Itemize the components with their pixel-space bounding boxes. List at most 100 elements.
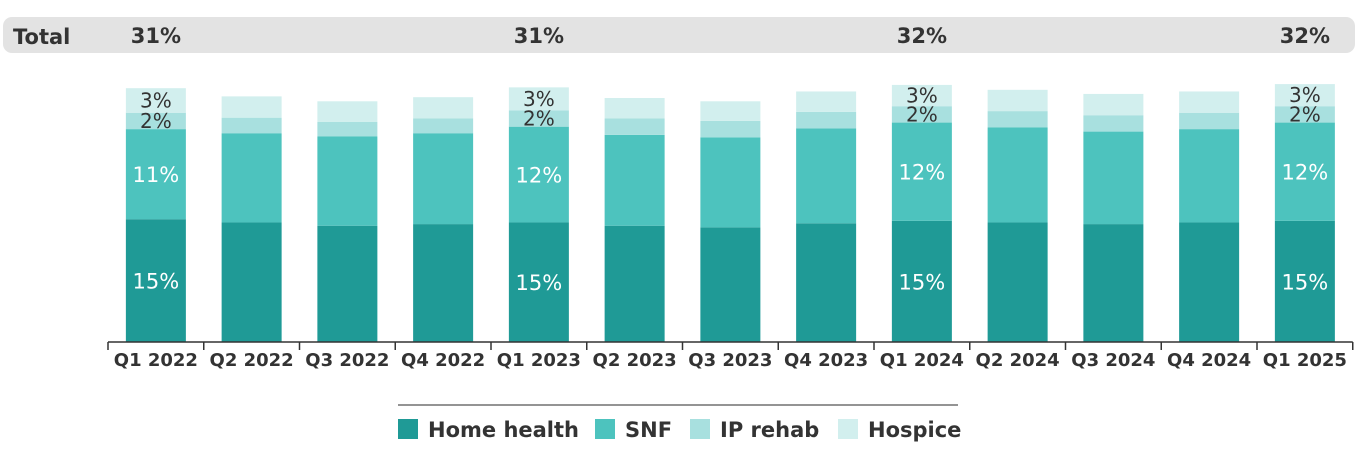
data-label-snf-q1-2025: 12% bbox=[1282, 161, 1329, 185]
bars-group bbox=[125, 84, 1335, 342]
bar-segment-snf-q2-2024 bbox=[987, 127, 1048, 223]
bar-segment-hospice-q1-2024 bbox=[891, 84, 952, 107]
data-label-home-health-q1-2022: 15% bbox=[133, 270, 180, 294]
data-label-snf-q1-2022: 11% bbox=[133, 163, 180, 187]
total-label-q1-2025: 32% bbox=[1280, 24, 1330, 48]
bar-segment-home-health-q1-2023 bbox=[508, 222, 569, 342]
bar-segment-home-health-q2-2023 bbox=[604, 225, 665, 342]
x-tick-label-q2-2024: Q2 2024 bbox=[976, 350, 1060, 371]
bar-segment-home-health-q4-2022 bbox=[413, 224, 474, 342]
legend-swatch-ip-rehab bbox=[690, 419, 710, 439]
bar-segment-home-health-q1-2022 bbox=[125, 219, 186, 342]
bar-segment-ip-rehab-q4-2024 bbox=[1179, 112, 1240, 130]
bar-segment-snf-q3-2022 bbox=[317, 136, 378, 226]
data-label-hospice-q1-2022: 3% bbox=[140, 88, 172, 112]
bar-segment-snf-q3-2024 bbox=[1083, 131, 1144, 225]
legend-label-home-health: Home health bbox=[428, 418, 579, 442]
bar-segment-home-health-q1-2024 bbox=[891, 220, 952, 342]
x-tick-label-q3-2023: Q3 2023 bbox=[688, 350, 772, 371]
total-label-q1-2023: 31% bbox=[514, 24, 564, 48]
legend-label-snf: SNF bbox=[625, 418, 672, 442]
legend-swatch-hospice bbox=[838, 419, 858, 439]
bar-segment-hospice-q4-2023 bbox=[796, 91, 857, 112]
bar-segment-ip-rehab-q3-2023 bbox=[700, 120, 761, 138]
data-label-ip-rehab-q1-2024: 2% bbox=[906, 102, 938, 126]
bar-segment-home-health-q4-2024 bbox=[1179, 222, 1240, 342]
x-tick-label-q3-2024: Q3 2024 bbox=[1071, 350, 1155, 371]
data-label-hospice-q1-2024: 3% bbox=[906, 84, 938, 108]
x-tick-label-q1-2025: Q1 2025 bbox=[1263, 350, 1347, 371]
bar-segment-snf-q1-2022 bbox=[125, 129, 186, 220]
totals-group: 31% 31% 32% 32% bbox=[131, 24, 1330, 48]
bar-segment-ip-rehab-q2-2024 bbox=[987, 111, 1048, 128]
bar-segment-ip-rehab-q4-2023 bbox=[796, 111, 857, 129]
bar-segment-home-health-q2-2024 bbox=[987, 222, 1048, 342]
bar-segment-ip-rehab-q3-2022 bbox=[317, 121, 378, 137]
bar-segment-ip-rehab-q4-2022 bbox=[413, 118, 474, 134]
bar-segment-ip-rehab-q1-2022 bbox=[125, 112, 186, 130]
data-label-ip-rehab-q1-2025: 2% bbox=[1289, 102, 1321, 126]
bar-segment-hospice-q1-2023 bbox=[508, 87, 569, 111]
total-row-band bbox=[3, 17, 1355, 53]
bar-segment-home-health-q1-2025 bbox=[1274, 220, 1335, 342]
data-label-snf-q1-2023: 12% bbox=[516, 164, 563, 188]
bar-segment-hospice-q3-2024 bbox=[1083, 93, 1144, 116]
x-tick-label-q3-2022: Q3 2022 bbox=[305, 350, 389, 371]
bar-segment-snf-q1-2024 bbox=[891, 122, 952, 221]
bar-segment-home-health-q3-2023 bbox=[700, 227, 761, 342]
bar-segment-hospice-q3-2022 bbox=[317, 101, 378, 122]
x-tick-label-q4-2022: Q4 2022 bbox=[401, 350, 485, 371]
x-tick-label-q1-2024: Q1 2024 bbox=[880, 350, 964, 371]
legend-label-hospice: Hospice bbox=[868, 418, 961, 442]
bar-segment-snf-q2-2023 bbox=[604, 134, 665, 226]
total-label-q1-2022: 31% bbox=[131, 24, 181, 48]
legend: Home health SNF IP rehab Hospice bbox=[398, 404, 961, 442]
data-label-hospice-q1-2025: 3% bbox=[1289, 83, 1321, 107]
data-label-home-health-q1-2024: 15% bbox=[899, 270, 946, 294]
bar-segment-home-health-q4-2023 bbox=[796, 223, 857, 342]
legend-swatch-home-health bbox=[398, 419, 418, 439]
data-label-home-health-q1-2025: 15% bbox=[1282, 270, 1329, 294]
bar-segment-hospice-q4-2024 bbox=[1179, 91, 1240, 113]
bar-segment-ip-rehab-q2-2022 bbox=[221, 117, 282, 134]
total-label-q1-2024: 32% bbox=[897, 24, 947, 48]
bar-segment-hospice-q2-2023 bbox=[604, 98, 665, 119]
bar-segment-hospice-q2-2022 bbox=[221, 96, 282, 118]
data-label-home-health-q1-2023: 15% bbox=[516, 271, 563, 295]
data-label-ip-rehab-q1-2023: 2% bbox=[523, 106, 555, 130]
segment-labels-group: 15%11%2%3%15%12%2%3%15%12%2%3%15%12%2%3% bbox=[133, 83, 1329, 295]
x-tick-label-q1-2022: Q1 2022 bbox=[114, 350, 198, 371]
bar-segment-hospice-q3-2023 bbox=[700, 101, 761, 121]
bar-segment-home-health-q3-2022 bbox=[317, 225, 378, 342]
data-label-hospice-q1-2023: 3% bbox=[523, 87, 555, 111]
bar-segment-hospice-q1-2025 bbox=[1274, 84, 1335, 107]
bar-segment-snf-q4-2022 bbox=[413, 133, 474, 225]
total-row-label: Total bbox=[13, 25, 70, 49]
bar-segment-snf-q3-2023 bbox=[700, 137, 761, 228]
bar-segment-snf-q4-2023 bbox=[796, 128, 857, 224]
data-label-snf-q1-2024: 12% bbox=[899, 161, 946, 185]
x-tick-label-q1-2023: Q1 2023 bbox=[497, 350, 581, 371]
bar-segment-snf-q1-2023 bbox=[508, 126, 569, 223]
bar-segment-ip-rehab-q1-2025 bbox=[1274, 106, 1335, 123]
bar-segment-snf-q1-2025 bbox=[1274, 122, 1335, 221]
x-tick-label-q4-2023: Q4 2023 bbox=[784, 350, 868, 371]
bar-segment-home-health-q3-2024 bbox=[1083, 224, 1144, 342]
bar-segment-ip-rehab-q2-2023 bbox=[604, 118, 665, 135]
bar-segment-ip-rehab-q1-2023 bbox=[508, 110, 569, 127]
bar-segment-home-health-q2-2022 bbox=[221, 222, 282, 342]
bar-segment-ip-rehab-q1-2024 bbox=[891, 106, 952, 123]
bar-segment-ip-rehab-q3-2024 bbox=[1083, 115, 1144, 132]
legend-label-ip-rehab: IP rehab bbox=[720, 418, 819, 442]
x-axis: Q1 2022 Q2 2022 Q3 2022 Q4 2022 Q1 2023 Q2 20… bbox=[107, 341, 1354, 371]
x-tick-label-q2-2023: Q2 2023 bbox=[593, 350, 677, 371]
bar-segment-hospice-q2-2024 bbox=[987, 89, 1048, 112]
bar-segment-hospice-q4-2022 bbox=[413, 97, 474, 119]
x-tick-label-q2-2022: Q2 2022 bbox=[210, 350, 294, 371]
legend-swatch-snf bbox=[595, 419, 615, 439]
x-tick-label-q4-2024: Q4 2024 bbox=[1167, 350, 1251, 371]
bar-segment-snf-q4-2024 bbox=[1179, 129, 1240, 223]
bar-segment-hospice-q1-2022 bbox=[125, 88, 186, 113]
bar-segment-snf-q2-2022 bbox=[221, 133, 282, 223]
